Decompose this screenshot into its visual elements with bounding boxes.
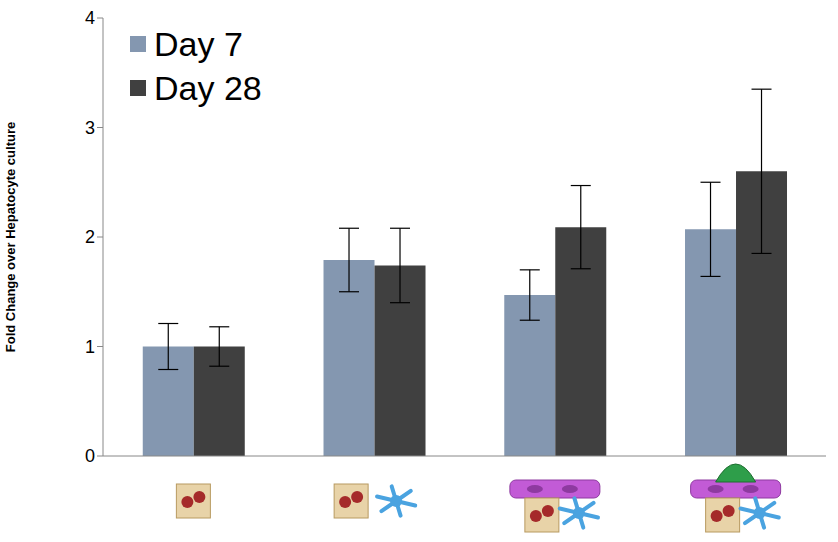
svg-text:Fold Change over Hepatocyte cu: Fold Change over Hepatocyte culture [3, 122, 18, 352]
svg-text:0: 0 [85, 446, 95, 466]
html-text:Day 28: Day 28 [154, 68, 262, 107]
svg-text:3: 3 [85, 118, 95, 138]
svg-text:4: 4 [85, 8, 95, 28]
svg-text:2: 2 [85, 227, 95, 247]
html-text:Day 7: Day 7 [154, 24, 243, 63]
svg-text:1: 1 [85, 337, 95, 357]
